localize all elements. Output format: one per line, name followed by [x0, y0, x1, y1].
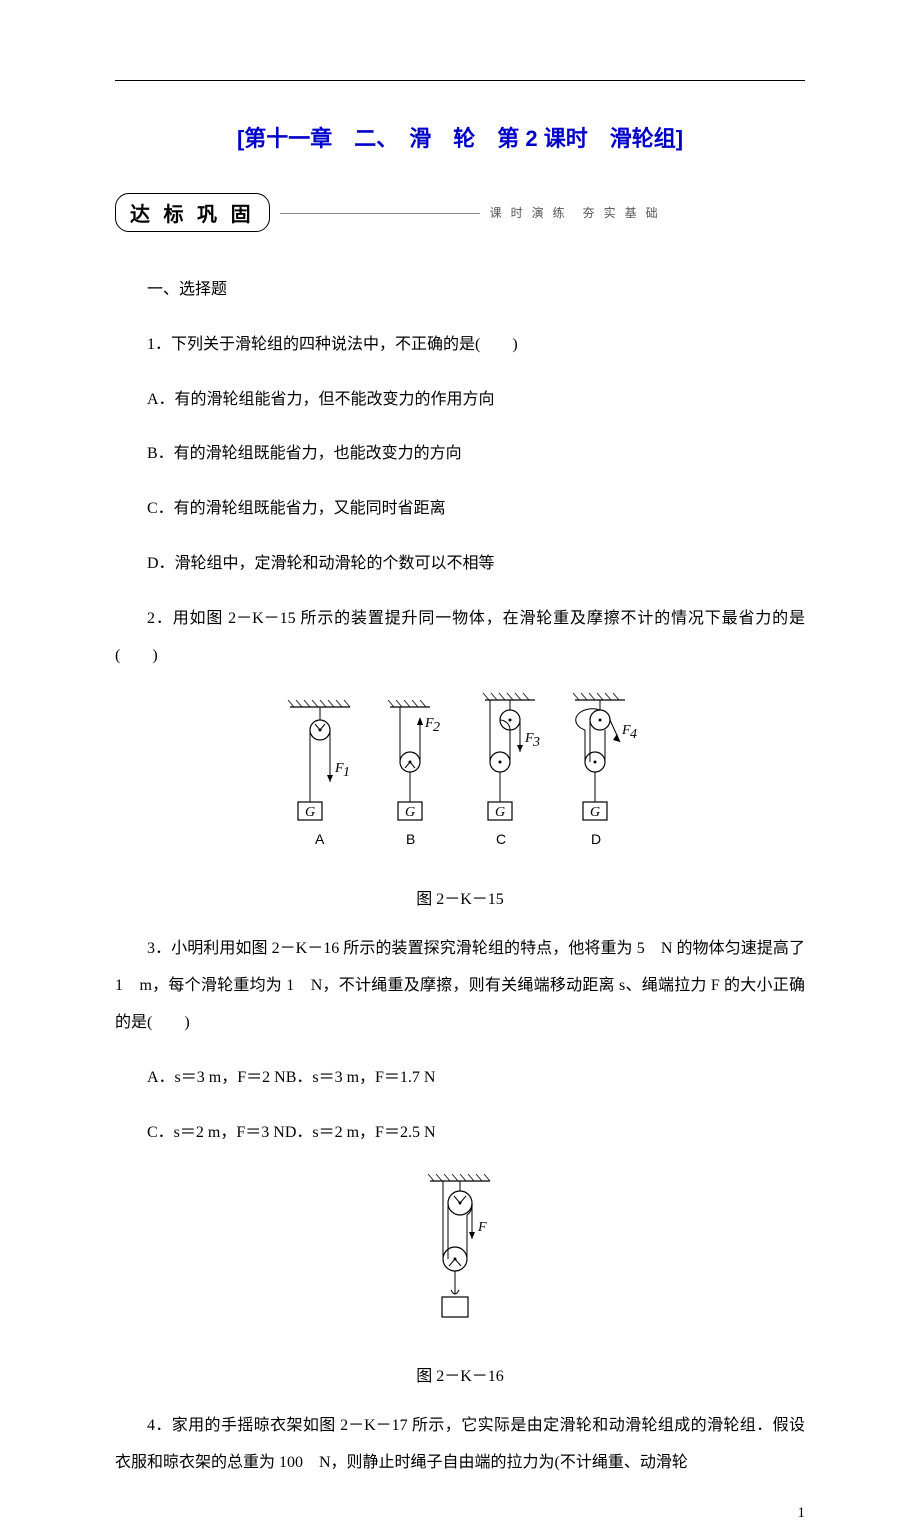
svg-text:1: 1: [343, 765, 350, 780]
figure-2k15: F1 G A F2: [115, 692, 805, 867]
q3-opts-cd: C．s＝2 m，F＝3 ND．s＝2 m，F＝2.5 N: [115, 1115, 805, 1152]
heading-choice: 一、选择题: [115, 272, 805, 309]
svg-text:G: G: [590, 805, 600, 820]
svg-text:2: 2: [433, 720, 440, 735]
q1-opt-a: A．有的滑轮组能省力，但不能改变力的作用方向: [115, 382, 805, 419]
q3-opts-ab: A．s＝3 m，F＝2 NB．s＝3 m，F＝1.7 N: [115, 1060, 805, 1097]
svg-text:G: G: [305, 805, 315, 820]
q1-opt-b: B．有的滑轮组既能省力，也能改变力的方向: [115, 436, 805, 473]
q4-stem: 4．家用的手摇晾衣架如图 2－K－17 所示，它实际是由定滑轮和动滑轮组成的滑轮…: [115, 1408, 805, 1482]
fig16-caption: 图 2－K－16: [115, 1362, 805, 1386]
fig16-force-label: F: [477, 1220, 487, 1235]
svg-text:3: 3: [532, 735, 540, 750]
q1-opt-d: D．滑轮组中，定滑轮和动滑轮的个数可以不相等: [115, 546, 805, 583]
fig15-caption: 图 2－K－15: [115, 885, 805, 909]
top-rule: [115, 80, 805, 81]
svg-text:4: 4: [630, 727, 637, 742]
fig15-label-d: D: [591, 831, 601, 847]
section-line: [280, 212, 480, 214]
section-badge: 达 标 巩 固: [115, 193, 270, 232]
svg-text:G: G: [495, 805, 505, 820]
q3-stem: 3．小明利用如图 2－K－16 所示的装置探究滑轮组的特点，他将重为 5 N 的…: [115, 931, 805, 1041]
q2-stem: 2．用如图 2－K－15 所示的装置提升同一物体，在滑轮重及摩擦不计的情况下最省…: [115, 601, 805, 675]
q1-stem: 1．下列关于滑轮组的四种说法中，不正确的是( ): [115, 327, 805, 364]
figure-2k16: F: [115, 1169, 805, 1344]
section-bar: 达 标 巩 固 课 时 演 练 夯 实 基 础: [115, 193, 805, 232]
fig-2k15-svg: F1 G A F2: [260, 692, 660, 862]
q3-opt-b: B．s＝3 m，F＝1.7 N: [286, 1069, 436, 1086]
q3-opt-d: D．s＝2 m，F＝2.5 N: [285, 1124, 436, 1141]
q3-opt-c: C．s＝2 m，F＝3 N: [147, 1124, 285, 1141]
section-subtitle: 课 时 演 练 夯 实 基 础: [490, 204, 661, 221]
page-number: 1: [798, 1505, 806, 1522]
svg-text:G: G: [405, 805, 415, 820]
fig-2k16-svg: F: [400, 1169, 520, 1339]
fig15-label-a: A: [315, 831, 325, 847]
q1-opt-c: C．有的滑轮组既能省力，又能同时省距离: [115, 491, 805, 528]
chapter-title: [第十一章 二、 滑 轮 第 2 课时 滑轮组]: [115, 121, 805, 153]
fig15-label-b: B: [406, 831, 415, 847]
fig15-label-c: C: [496, 831, 506, 847]
q3-opt-a: A．s＝3 m，F＝2 N: [147, 1069, 286, 1086]
